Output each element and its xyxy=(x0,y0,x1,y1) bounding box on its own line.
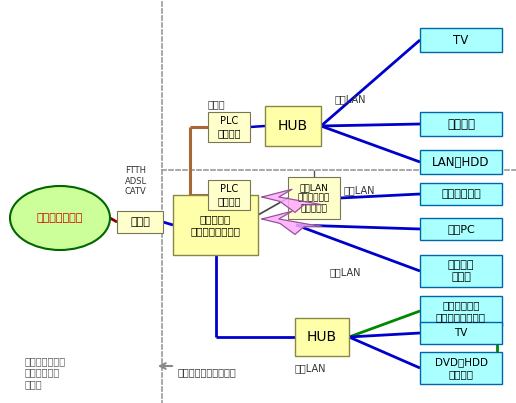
FancyBboxPatch shape xyxy=(420,218,502,240)
Text: PLC
アダプタ: PLC アダプタ xyxy=(217,116,241,138)
Text: 無線ルータ
（有線ハブ内蔵）: 無線ルータ （有線ハブ内蔵） xyxy=(190,214,240,236)
Text: FTTH
ADSL
CATV: FTTH ADSL CATV xyxy=(125,166,147,196)
FancyBboxPatch shape xyxy=(173,195,258,255)
Text: TV: TV xyxy=(454,328,467,338)
FancyBboxPatch shape xyxy=(420,183,502,205)
Text: 電力線: 電力線 xyxy=(208,99,225,109)
Text: モデム: モデム xyxy=(130,217,150,227)
FancyBboxPatch shape xyxy=(295,318,349,356)
Text: パソコン: パソコン xyxy=(447,118,475,131)
Text: 有線LAN: 有線LAN xyxy=(344,185,376,195)
FancyBboxPatch shape xyxy=(420,150,502,174)
Text: 無線LAN: 無線LAN xyxy=(330,267,362,277)
Text: ネットワーク
メディアプレーヤ: ネットワーク メディアプレーヤ xyxy=(436,300,486,322)
Ellipse shape xyxy=(10,186,110,250)
Text: パソコン、他: パソコン、他 xyxy=(441,189,481,199)
Text: DVD・HDD
レコーダ: DVD・HDD レコーダ xyxy=(434,357,488,379)
Text: ノーPC: ノーPC xyxy=(447,224,475,234)
Text: 無線LAN
イーサネット
コンバータ: 無線LAN イーサネット コンバータ xyxy=(298,183,330,213)
Text: インターネット
プロバイダー
が用意: インターネット プロバイダー が用意 xyxy=(25,356,66,389)
Text: インターネット: インターネット xyxy=(37,213,83,223)
FancyBboxPatch shape xyxy=(420,322,502,344)
Text: 有線LAN: 有線LAN xyxy=(335,94,366,104)
FancyBboxPatch shape xyxy=(208,112,250,142)
FancyBboxPatch shape xyxy=(420,255,502,287)
FancyBboxPatch shape xyxy=(117,211,163,233)
Text: PLC
アダプタ: PLC アダプタ xyxy=(217,184,241,206)
FancyBboxPatch shape xyxy=(420,28,502,52)
Polygon shape xyxy=(262,211,322,235)
Text: HUB: HUB xyxy=(307,330,337,344)
FancyBboxPatch shape xyxy=(420,112,502,136)
FancyBboxPatch shape xyxy=(420,296,502,326)
FancyBboxPatch shape xyxy=(265,106,321,146)
Text: 有線LAN: 有線LAN xyxy=(295,363,327,373)
FancyBboxPatch shape xyxy=(420,352,502,384)
FancyBboxPatch shape xyxy=(208,180,250,210)
Text: デジタル
カメラ: デジタル カメラ xyxy=(448,260,474,282)
Polygon shape xyxy=(262,189,322,212)
FancyBboxPatch shape xyxy=(288,177,340,219)
Text: HUB: HUB xyxy=(278,119,308,133)
Text: イーサネットケーブル: イーサネットケーブル xyxy=(178,367,237,377)
Text: LAN－HDD: LAN－HDD xyxy=(432,156,490,168)
Text: TV: TV xyxy=(454,33,469,46)
